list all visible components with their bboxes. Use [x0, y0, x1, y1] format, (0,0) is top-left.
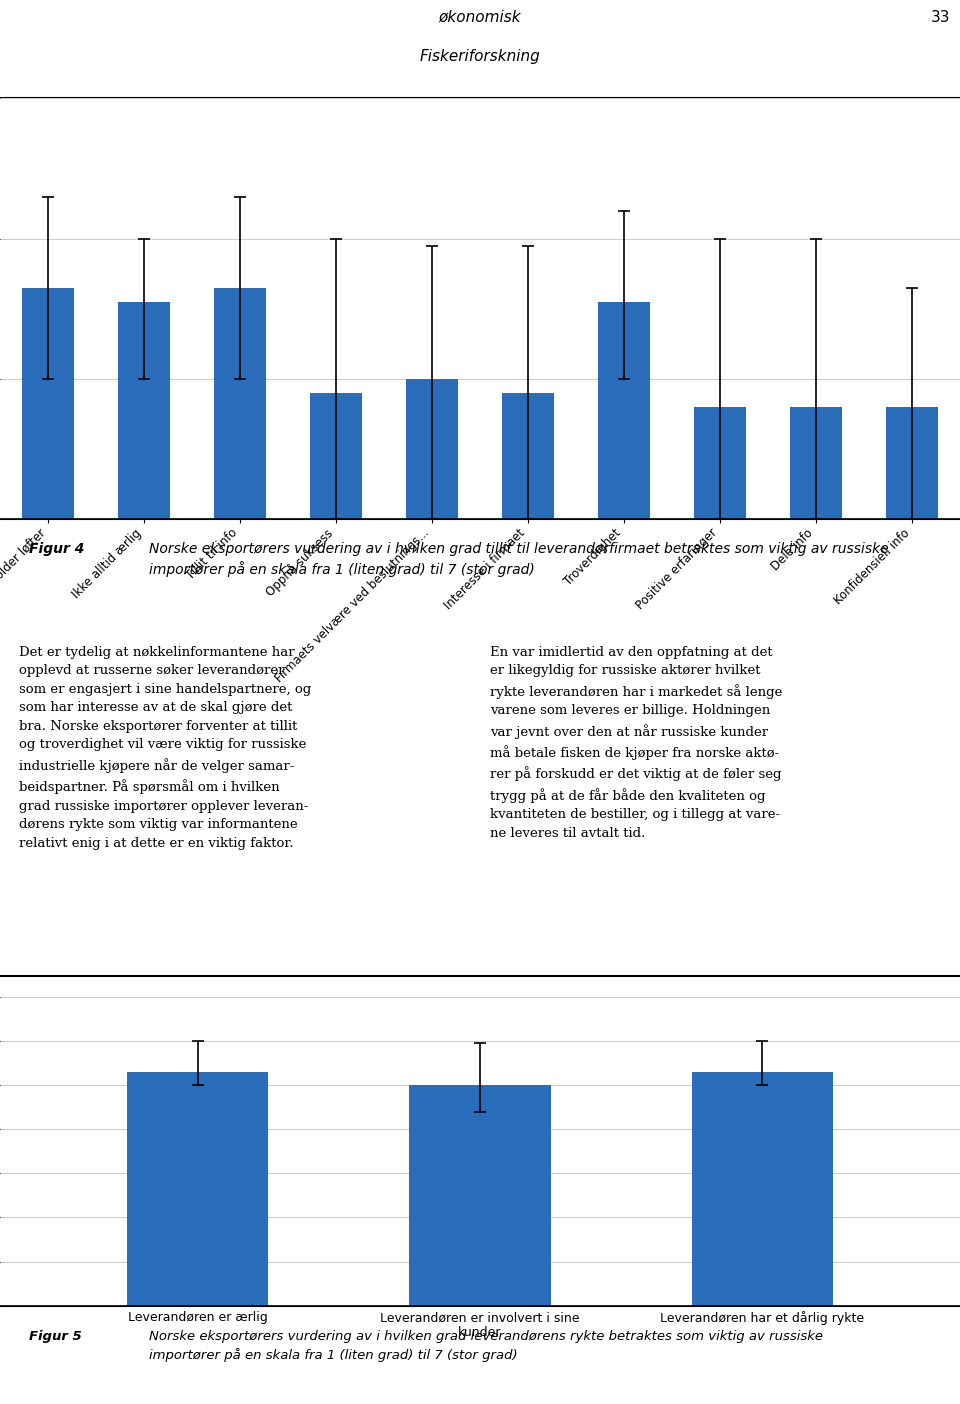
Bar: [789, 407, 843, 1221]
Bar: [501, 393, 555, 1221]
Text: økonomisk: økonomisk: [439, 10, 521, 25]
Text: En var imidlertid av den oppfatning at det
er likegyldig for russiske aktører hv: En var imidlertid av den oppfatning at d…: [490, 646, 782, 840]
Bar: [117, 302, 170, 1221]
Bar: [127, 1071, 268, 1349]
Text: Figur 5: Figur 5: [29, 1331, 82, 1344]
Text: Norske eksportørers vurdering av i hvilken grad leverandørens rykte betraktes so: Norske eksportørers vurdering av i hvilk…: [149, 1331, 823, 1362]
Bar: [21, 288, 75, 1221]
Text: Norske eksportørers vurdering av i hvilken grad tillit til leverandørfirmaet bet: Norske eksportørers vurdering av i hvilk…: [149, 542, 888, 577]
Bar: [409, 1085, 551, 1349]
Bar: [693, 407, 746, 1221]
Bar: [692, 1071, 833, 1349]
Bar: [597, 302, 650, 1221]
Bar: [309, 393, 363, 1221]
Text: Det er tydelig at nøkkelinformantene har
opplevd at russerne søker leverandører
: Det er tydelig at nøkkelinformantene har…: [19, 646, 311, 849]
Text: Fiskeriforskning: Fiskeriforskning: [420, 49, 540, 65]
Bar: [406, 379, 459, 1221]
Text: Figur 4: Figur 4: [29, 542, 84, 556]
Bar: [885, 407, 938, 1221]
Bar: [214, 288, 267, 1221]
Text: 33: 33: [931, 10, 950, 25]
